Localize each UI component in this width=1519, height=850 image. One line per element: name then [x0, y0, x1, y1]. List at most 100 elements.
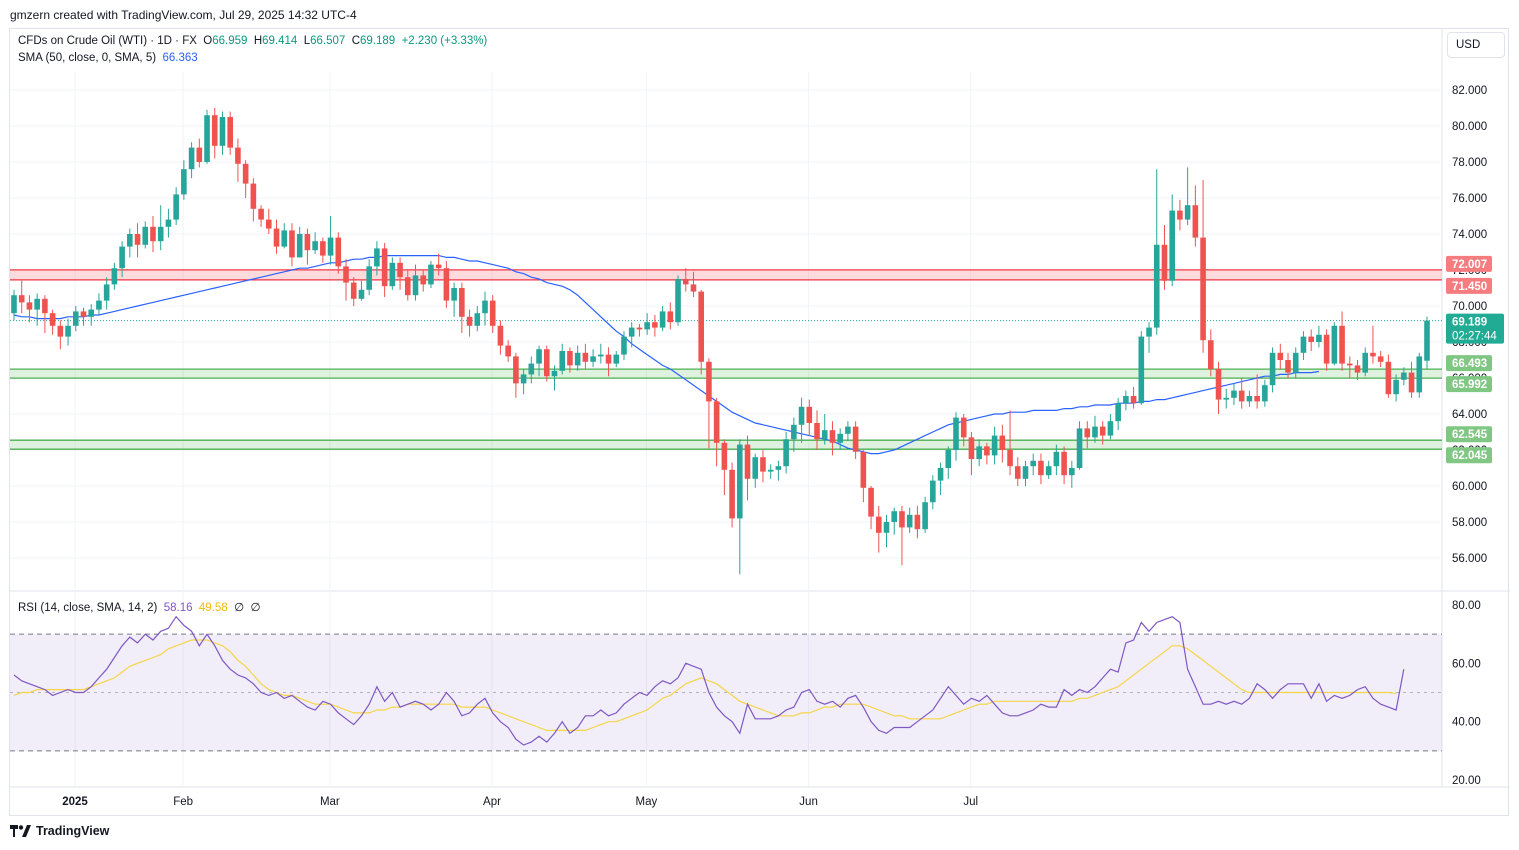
- candle-body[interactable]: [868, 487, 874, 517]
- candle-body[interactable]: [196, 147, 203, 162]
- resistance-zone[interactable]: [10, 269, 1442, 280]
- candle-body[interactable]: [335, 237, 342, 267]
- candle-body[interactable]: [1300, 336, 1307, 353]
- candle-body[interactable]: [875, 516, 882, 533]
- candle-body[interactable]: [567, 351, 573, 366]
- candle-body[interactable]: [551, 370, 558, 377]
- candle-body[interactable]: [451, 288, 457, 301]
- candle-body[interactable]: [1115, 403, 1121, 422]
- candle-body[interactable]: [675, 279, 681, 323]
- symbol-name[interactable]: CFDs on Crude Oil (WTI) · 1D · FX: [18, 35, 197, 47]
- candle-body[interactable]: [1385, 361, 1392, 395]
- candle-body[interactable]: [1346, 363, 1353, 366]
- candle-body[interactable]: [42, 298, 48, 314]
- candle-body[interactable]: [767, 469, 774, 472]
- candle-body[interactable]: [366, 266, 372, 290]
- candle-body[interactable]: [374, 248, 380, 267]
- candle-body[interactable]: [845, 426, 851, 434]
- candle-body[interactable]: [235, 147, 241, 164]
- candle-body[interactable]: [1192, 205, 1199, 238]
- candle-body[interactable]: [837, 433, 843, 443]
- candle-body[interactable]: [1045, 466, 1052, 476]
- candle-body[interactable]: [698, 291, 704, 362]
- candle-body[interactable]: [296, 234, 303, 258]
- candle-body[interactable]: [1238, 390, 1245, 402]
- candle-body[interactable]: [821, 430, 828, 440]
- candle-body[interactable]: [937, 468, 944, 481]
- candle-body[interactable]: [652, 322, 658, 328]
- candle-body[interactable]: [1107, 421, 1114, 436]
- candle-body[interactable]: [428, 264, 434, 285]
- candle-body[interactable]: [88, 309, 95, 317]
- candle-body[interactable]: [18, 295, 25, 303]
- candle-body[interactable]: [1099, 426, 1106, 436]
- candle-body[interactable]: [1084, 428, 1091, 438]
- candle-body[interactable]: [165, 219, 172, 227]
- candle-body[interactable]: [1069, 468, 1075, 476]
- candle-body[interactable]: [922, 502, 928, 530]
- candle-body[interactable]: [1215, 369, 1222, 400]
- sma-label[interactable]: SMA (50, close, 0, SMA, 5): [18, 52, 157, 64]
- candle-body[interactable]: [1370, 352, 1376, 357]
- candle-body[interactable]: [1323, 334, 1330, 364]
- candle-body[interactable]: [1362, 352, 1369, 373]
- candle-body[interactable]: [412, 275, 419, 296]
- candle-body[interactable]: [474, 313, 481, 326]
- candle-body[interactable]: [11, 295, 17, 314]
- candle-body[interactable]: [659, 311, 666, 328]
- candle-body[interactable]: [891, 511, 898, 522]
- rsi-line[interactable]: [13, 615, 1405, 746]
- candle-body[interactable]: [142, 226, 149, 245]
- candle-body[interactable]: [520, 374, 527, 384]
- candle-body[interactable]: [1416, 356, 1423, 393]
- candle-body[interactable]: [1254, 396, 1260, 402]
- candle-body[interactable]: [991, 435, 998, 456]
- candle-body[interactable]: [783, 439, 789, 467]
- candle-body[interactable]: [505, 345, 511, 357]
- candle-body[interactable]: [1092, 426, 1098, 438]
- candle-body[interactable]: [459, 288, 465, 317]
- candle-body[interactable]: [435, 264, 442, 269]
- candle-body[interactable]: [806, 406, 813, 423]
- candle-body[interactable]: [134, 234, 141, 245]
- candle-body[interactable]: [543, 349, 550, 377]
- candle-body[interactable]: [1014, 466, 1021, 479]
- candle-body[interactable]: [1022, 466, 1029, 479]
- candle-body[interactable]: [211, 115, 218, 146]
- candle-body[interactable]: [343, 266, 349, 283]
- candle-body[interactable]: [1076, 428, 1083, 468]
- candle-body[interactable]: [976, 446, 982, 459]
- candle-body[interactable]: [1393, 379, 1399, 395]
- candle-body[interactable]: [1130, 396, 1137, 404]
- candle-body[interactable]: [49, 313, 56, 326]
- candle-body[interactable]: [984, 446, 990, 456]
- candle-body[interactable]: [1208, 340, 1214, 369]
- candle-body[interactable]: [482, 300, 488, 314]
- candle-body[interactable]: [1153, 244, 1160, 328]
- candle-body[interactable]: [906, 514, 913, 528]
- candle-body[interactable]: [466, 316, 473, 326]
- candle-body[interactable]: [65, 325, 71, 337]
- candle-body[interactable]: [513, 356, 519, 384]
- candle-body[interactable]: [559, 351, 566, 371]
- candle-body[interactable]: [883, 522, 890, 533]
- candle-body[interactable]: [204, 115, 210, 162]
- candle-body[interactable]: [613, 354, 620, 364]
- candle-body[interactable]: [852, 426, 859, 452]
- candle-body[interactable]: [397, 262, 403, 278]
- candle-body[interactable]: [72, 311, 79, 326]
- candle-body[interactable]: [1007, 450, 1013, 467]
- candle-body[interactable]: [1030, 460, 1037, 467]
- candle-body[interactable]: [775, 466, 782, 470]
- candle-body[interactable]: [227, 117, 233, 148]
- candle-body[interactable]: [150, 226, 156, 242]
- candle-body[interactable]: [1184, 205, 1191, 220]
- sma-line[interactable]: [13, 255, 1319, 455]
- candle-body[interactable]: [752, 457, 759, 479]
- rsi-label[interactable]: RSI (14, close, SMA, 14, 2): [18, 602, 158, 614]
- candle-body[interactable]: [814, 423, 820, 440]
- candle-body[interactable]: [281, 230, 288, 247]
- candle-body[interactable]: [899, 511, 905, 528]
- candle-body[interactable]: [690, 284, 697, 292]
- candle-body[interactable]: [127, 234, 133, 247]
